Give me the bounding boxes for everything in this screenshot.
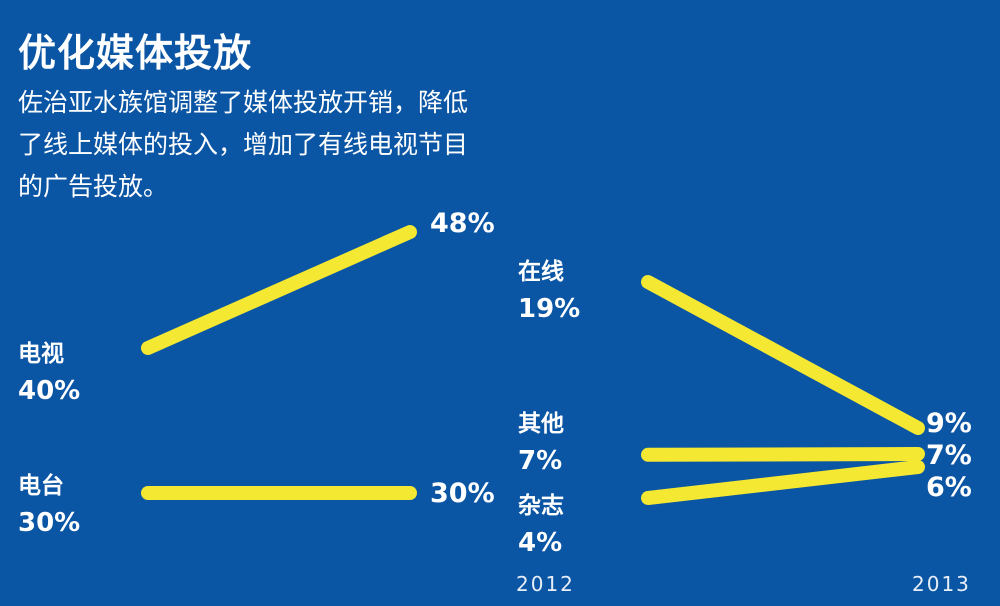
start-value-magazine: 4%	[518, 528, 563, 558]
start-value-online: 19%	[518, 294, 581, 324]
series-name-magazine: 杂志	[518, 493, 564, 519]
end-value-online: 9%	[926, 408, 972, 439]
right-chart-lines	[641, 275, 925, 505]
start-value-tv: 40%	[18, 376, 81, 406]
series-line-magazine	[641, 460, 925, 505]
label-magazine: 杂志 4%	[518, 486, 564, 558]
series-line-tv	[141, 225, 417, 355]
x-label-2013: 2013	[912, 572, 971, 596]
label-tv: 电视 40%	[18, 334, 80, 406]
label-radio: 电台 30%	[18, 466, 80, 538]
end-value-tv: 48%	[430, 208, 495, 239]
chart-subtitle: 佐治亚水族馆调整了媒体投放开销，降低了线上媒体的投入，增加了有线电视节目的广告投…	[18, 88, 469, 201]
label-online: 在线 19%	[518, 252, 580, 324]
start-value-radio: 30%	[18, 508, 81, 538]
end-value-magazine: 6%	[926, 472, 972, 503]
chart-title: 优化媒体投放	[18, 31, 253, 75]
end-value-radio: 30%	[430, 478, 495, 509]
x-label-2012: 2012	[516, 572, 575, 596]
label-other: 其他 7%	[518, 404, 564, 476]
end-value-other: 7%	[926, 440, 972, 471]
left-chart-lines	[141, 225, 417, 500]
series-line-other	[641, 447, 925, 462]
start-value-other: 7%	[518, 446, 563, 476]
series-line-online	[641, 275, 925, 435]
series-name-tv: 电视	[18, 341, 64, 367]
series-name-online: 在线	[518, 259, 564, 285]
series-name-radio: 电台	[18, 473, 64, 499]
series-name-other: 其他	[518, 411, 564, 437]
